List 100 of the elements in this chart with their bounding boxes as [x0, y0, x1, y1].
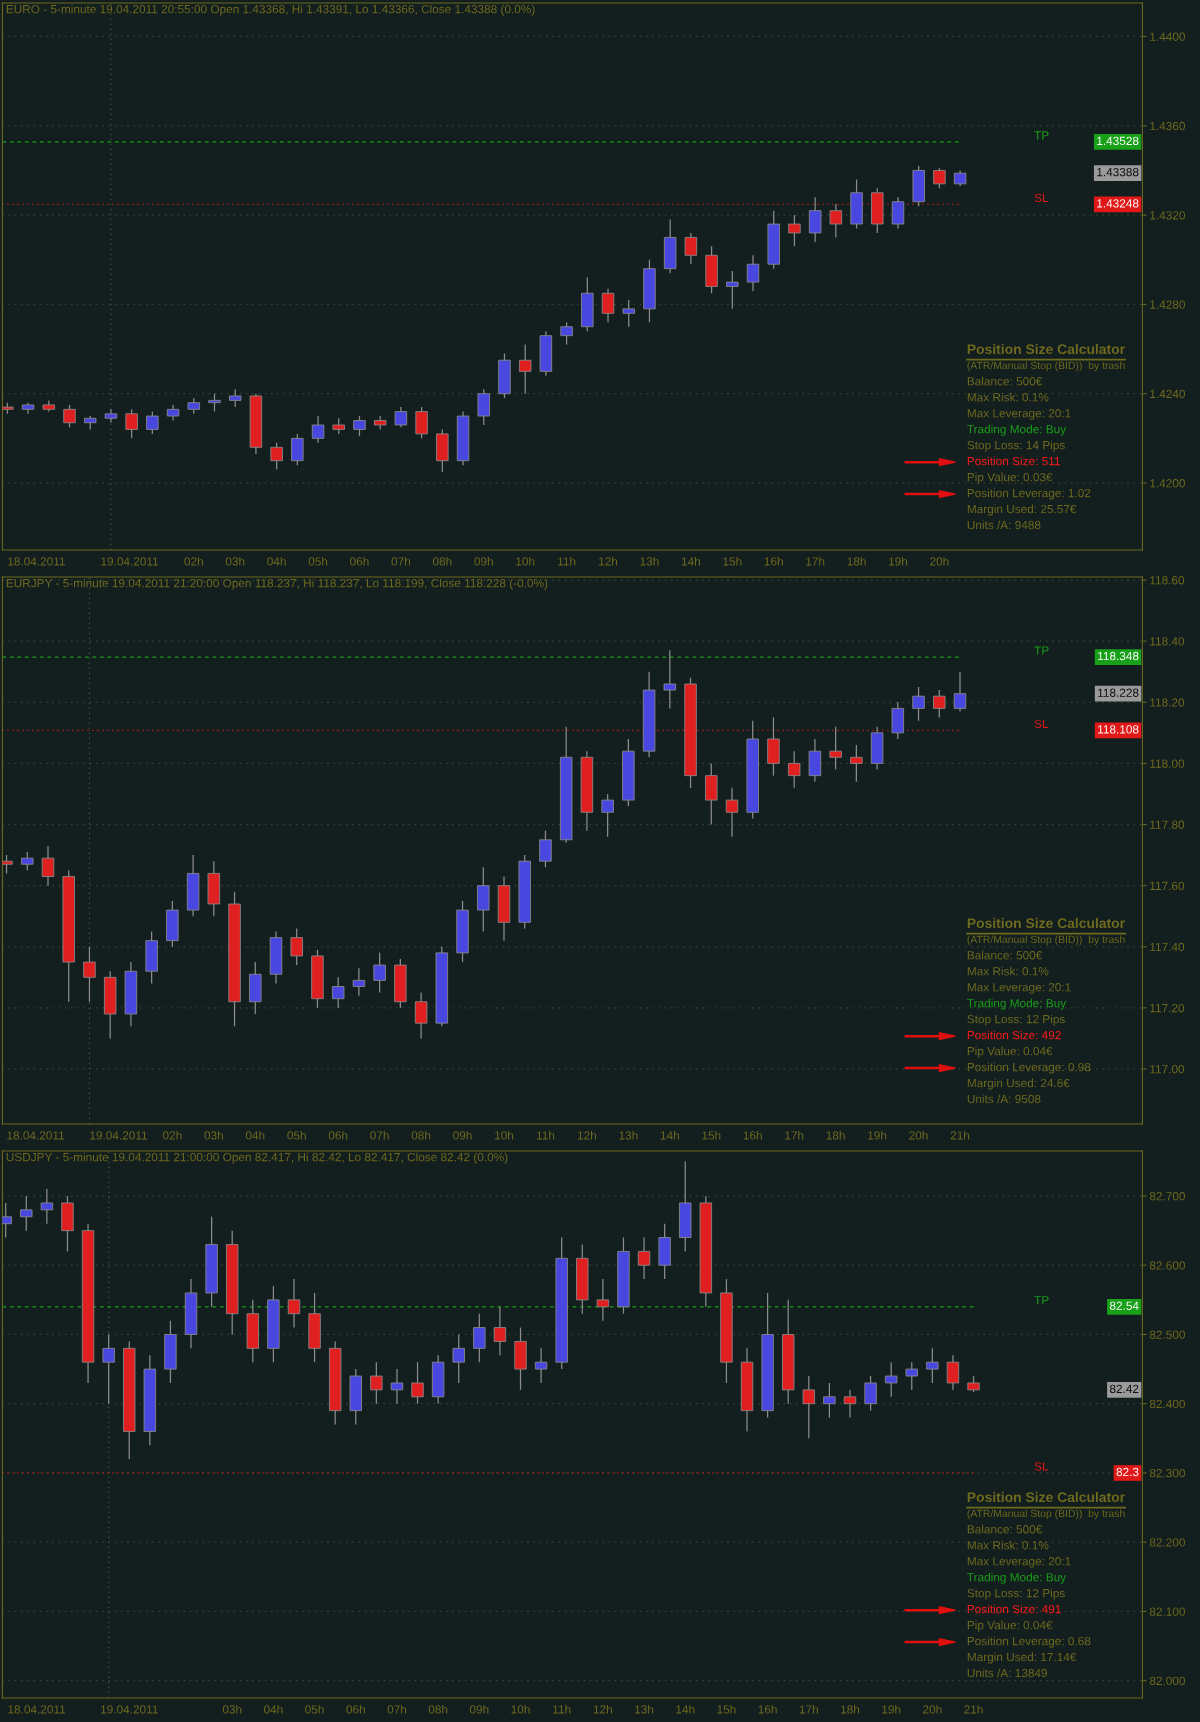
- y-tick-label: 82.000: [1149, 1676, 1185, 1686]
- candlestick: [684, 232, 698, 265]
- annotation: Max Leverage: 20:1: [967, 1557, 1071, 1568]
- candlestick: [663, 649, 677, 710]
- candlestick: [912, 686, 925, 722]
- x-tick-label: 11h: [553, 1704, 571, 1714]
- y-tick-label: 1.4400: [1150, 32, 1185, 41]
- candlestick: [787, 750, 801, 789]
- annotation: Balance: 500€: [967, 950, 1043, 960]
- ref-line-label: SL: [1034, 719, 1049, 729]
- x-tick-label: 16h: [743, 1130, 762, 1140]
- ref-line-label: SL: [1034, 1462, 1049, 1471]
- annotation: 1.43388: [1097, 167, 1139, 177]
- candlestick: [823, 1382, 836, 1419]
- y-tick-label: 1.4280: [1150, 300, 1185, 309]
- annotation: 82.3: [1116, 1467, 1139, 1477]
- candlestick: [539, 830, 552, 868]
- x-tick-label: 06h: [328, 1130, 348, 1140]
- y-tick-label: 82.400: [1149, 1399, 1185, 1409]
- annotation: Stop Loss: 12 Pips: [967, 1588, 1065, 1600]
- x-tick-label: 10h: [495, 1130, 514, 1140]
- candlestick: [725, 787, 739, 838]
- candlestick: [21, 851, 34, 871]
- candlestick: [394, 406, 408, 428]
- x-tick-label: 18.04.2011: [8, 1705, 66, 1714]
- x-tick-label: 11h: [536, 1130, 555, 1140]
- x-tick-label: 11h: [558, 556, 576, 566]
- x-tick-label: 09h: [474, 556, 493, 566]
- x-tick-label: 19.04.2011: [90, 1131, 148, 1140]
- annotation: 1.43248: [1097, 199, 1139, 208]
- annotation: 118.348: [1098, 651, 1139, 661]
- x-tick-label: 18h: [841, 1704, 860, 1714]
- candlestick: [390, 1368, 404, 1405]
- annotation: Pip Value: 0.04€: [967, 1046, 1053, 1058]
- candlestick: [534, 1347, 548, 1384]
- candlestick: [370, 1361, 383, 1405]
- candlestick: [291, 433, 304, 466]
- x-tick-label: 06h: [346, 1704, 365, 1714]
- x-tick-label: 18h: [826, 1130, 845, 1140]
- x-tick-label: 02h: [162, 1130, 182, 1140]
- candlestick: [83, 946, 96, 1003]
- x-tick-label: 13h: [635, 1704, 654, 1714]
- x-tick-label: 19.04.2011: [101, 557, 159, 566]
- x-tick-label: 13h: [640, 556, 659, 566]
- candlestick: [102, 1333, 115, 1405]
- y-tick-label: 82.300: [1149, 1469, 1185, 1478]
- candlestick: [287, 1278, 301, 1329]
- annotation: Margin Used: 25.57€: [967, 504, 1077, 516]
- annotation: Stop Loss: 14 Pips: [967, 440, 1065, 452]
- candlestick: [473, 1313, 486, 1363]
- annotation: (ATR/Manual Stop (BID)) by trash: [967, 361, 1125, 372]
- x-tick-label: 17h: [806, 556, 825, 566]
- annotation: Position Size Calculator: [967, 917, 1125, 929]
- candlestick: [125, 408, 138, 439]
- x-tick-label: 19h: [882, 1704, 901, 1714]
- x-tick-label: 15h: [723, 556, 742, 566]
- annotation: Pip Value: 0.04€: [967, 1620, 1053, 1632]
- y-tick-label: 1.4200: [1150, 479, 1185, 488]
- x-tick-label: 06h: [350, 556, 369, 566]
- annotation: (ATR/Manual Stop (BID)) by trash: [967, 935, 1125, 946]
- candlestick: [808, 196, 822, 243]
- x-tick-label: 12h: [577, 1130, 596, 1140]
- annotation: Position Leverage: 0.98: [967, 1062, 1091, 1074]
- y-tick-label: 118.20: [1150, 698, 1185, 707]
- annotation: Margin Used: 17.14€: [967, 1652, 1077, 1664]
- annotation: Position Leverage: 1.02: [967, 488, 1091, 500]
- x-tick-label: 16h: [764, 556, 783, 566]
- candlestick: [884, 1361, 898, 1398]
- x-tick-label: 07h: [391, 556, 410, 566]
- candlestick: [637, 1236, 651, 1280]
- y-tick-label: 118.40: [1150, 637, 1185, 646]
- candlestick: [746, 254, 760, 292]
- candlestick: [2, 854, 13, 875]
- ref-line-label: TP: [1034, 646, 1049, 655]
- x-tick-label: 12h: [599, 556, 618, 566]
- annotation: Units /A: 9508: [967, 1094, 1041, 1104]
- y-tick-label: 82.200: [1149, 1538, 1185, 1547]
- annotation: Max Leverage: 20:1: [967, 983, 1071, 994]
- x-tick-label: 05h: [287, 1130, 306, 1140]
- x-tick-label: 13h: [619, 1130, 638, 1140]
- x-tick-label: 02h: [184, 556, 203, 566]
- x-tick-label: 03h: [204, 1130, 223, 1140]
- x-tick-label: 04h: [267, 556, 286, 566]
- x-tick-label: 05h: [305, 1704, 324, 1714]
- x-tick-label: 07h: [370, 1130, 389, 1140]
- annotation: 118.228: [1098, 688, 1139, 697]
- candlestick: [41, 845, 55, 887]
- x-tick-label: 16h: [758, 1704, 777, 1714]
- annotation: Margin Used: 24.6€: [967, 1078, 1070, 1090]
- y-tick-label: 117.20: [1150, 1003, 1185, 1013]
- ref-line-label: TP: [1034, 131, 1049, 140]
- y-tick-label: 1.4360: [1150, 121, 1185, 131]
- annotation: Units /A: 9488: [967, 520, 1041, 530]
- annotation: Max Risk: 0.1%: [967, 966, 1049, 976]
- x-tick-label: 17h: [785, 1130, 804, 1140]
- candlestick: [63, 404, 76, 428]
- chart-title: EURJPY - 5-minute 19.04.2011 21:20:00 Open 118.237, Hi 118.237, Lo 118.199, Close 118.228 (-0.0%): [6, 578, 548, 590]
- candlestick: [864, 1375, 877, 1412]
- candlestick: [353, 415, 366, 437]
- candlestick: [933, 689, 946, 719]
